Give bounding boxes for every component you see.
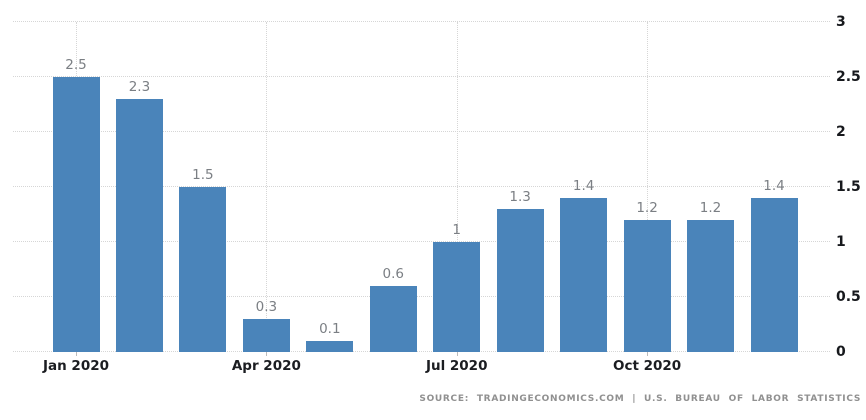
x-tick-label: Oct 2020: [612, 358, 682, 374]
bar-value-label: 0.3: [255, 299, 278, 315]
y-tick-label: 0: [836, 344, 846, 360]
bar[interactable]: [52, 77, 100, 352]
gridline-vertical: [456, 22, 458, 352]
gridline-vertical: [647, 22, 649, 352]
x-axis-tick: [456, 352, 458, 356]
bar-value-label: 1.4: [572, 178, 595, 194]
bar[interactable]: [179, 187, 227, 352]
gridline-horizontal: [13, 186, 830, 187]
y-tick-label: 3: [836, 14, 846, 30]
gridline-horizontal: [13, 241, 830, 242]
bar-value-label: 0.1: [319, 321, 341, 337]
bar[interactable]: [560, 198, 608, 352]
gridline-horizontal: [13, 351, 830, 352]
source-attribution: SOURCE: TRADINGECONOMICS.COM | U.S. BURE…: [419, 394, 861, 404]
y-tick-label: 2.5: [836, 69, 861, 85]
gridline-vertical: [266, 22, 268, 352]
bar[interactable]: [115, 99, 163, 352]
x-tick-label: Jul 2020: [425, 358, 488, 374]
x-axis-tick: [266, 352, 268, 356]
bar-value-label: 1: [452, 222, 462, 238]
gridline-horizontal: [13, 131, 830, 132]
gridline-horizontal: [13, 296, 830, 297]
plot-area: 2.5 2.3 1.5 0.3 0.1 0.6 1 1.3 1.4 1.2 1.2 1.4: [13, 21, 830, 352]
y-tick-label: 1: [836, 234, 846, 250]
bar-value-label: 1.5: [192, 167, 214, 183]
bar-value-label: 2.3: [128, 79, 151, 95]
y-tick-label: 0.5: [836, 289, 861, 305]
bar[interactable]: [306, 341, 354, 352]
gridline-horizontal: [13, 76, 830, 77]
bar-value-label: 0.6: [382, 266, 404, 282]
bar-value-label: 1.2: [699, 200, 722, 216]
bar[interactable]: [433, 242, 481, 352]
gridline-horizontal: [13, 21, 830, 22]
y-tick-label: 2: [836, 124, 846, 140]
bar[interactable]: [369, 286, 417, 352]
x-axis-tick: [647, 352, 649, 356]
bar-value-label: 1.4: [763, 178, 785, 194]
bar[interactable]: [242, 319, 290, 352]
bar[interactable]: [496, 209, 544, 352]
y-tick-label: 1.5: [836, 179, 861, 195]
bar-value-label: 2.5: [65, 57, 87, 73]
x-tick-label: Apr 2020: [231, 358, 301, 374]
bar[interactable]: [750, 198, 798, 352]
x-axis-tick: [76, 352, 77, 356]
bar[interactable]: [623, 220, 671, 352]
bar[interactable]: [687, 220, 735, 352]
bar-value-label: 1.3: [509, 189, 531, 205]
bar-value-label: 1.2: [636, 200, 658, 216]
x-tick-label: Jan 2020: [42, 358, 110, 374]
